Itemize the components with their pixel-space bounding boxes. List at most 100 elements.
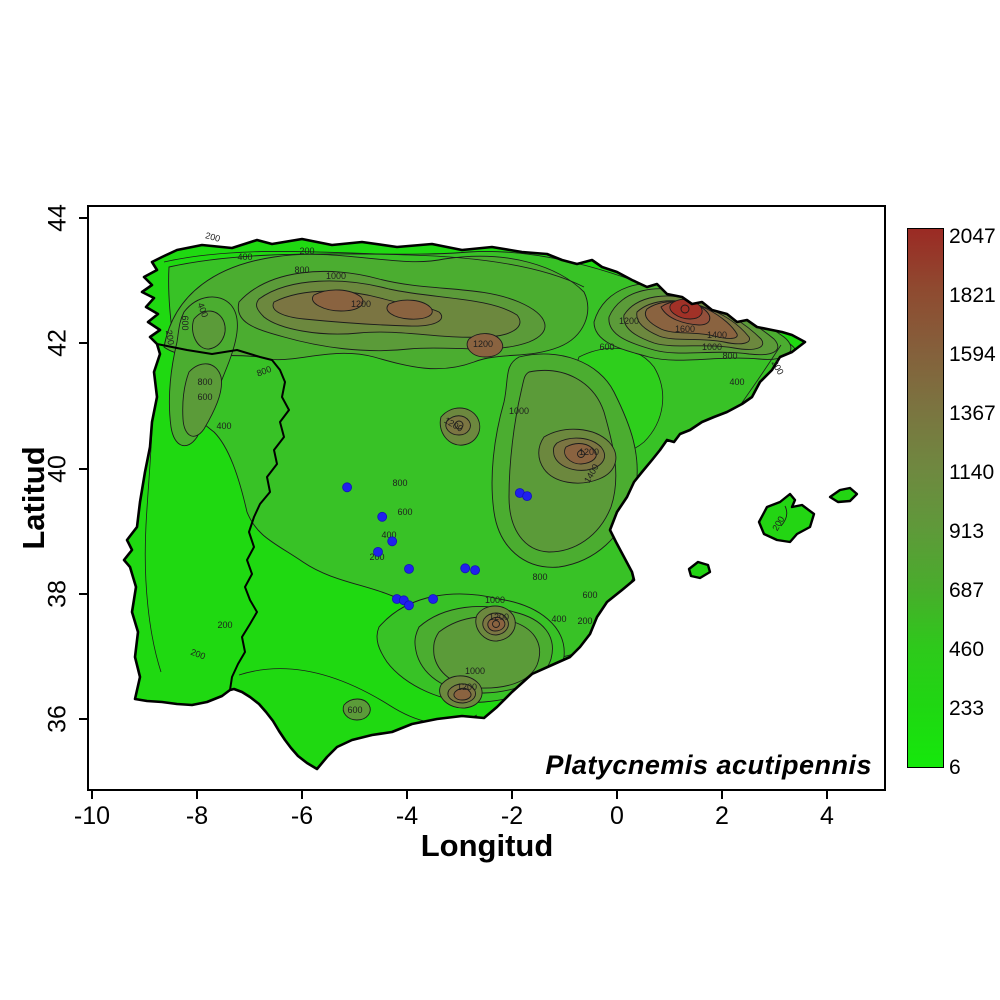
occurrence-point <box>460 563 471 574</box>
contour-elevation-label: 400 <box>729 377 744 387</box>
legend-value-label: 6 <box>949 756 961 779</box>
legend-value-label: 1594 <box>949 343 996 366</box>
y-tick-label: 38 <box>43 579 72 608</box>
contour-elevation-label: 1000 <box>465 666 485 676</box>
contour-elevation-label: 800 <box>255 364 273 379</box>
zone-600-sw-hill <box>342 698 371 721</box>
zone-1200-cantabrian-w <box>312 289 364 312</box>
peak-ring-iberian <box>454 420 464 430</box>
contour-elevation-label: 200 <box>369 552 384 562</box>
zone-1200-cantabrian-e <box>386 299 433 320</box>
legend-value-label: 913 <box>949 520 985 543</box>
contour-elevation-label: 200 <box>577 616 592 626</box>
occurrence-point <box>404 563 414 574</box>
x-tick-mark <box>511 791 513 799</box>
contour-elevation-label: 1000 <box>326 271 346 281</box>
occurrence-point <box>387 536 398 547</box>
plot-area: 200 400 200 800 1000 1200 600 400 200 800 800 600 40… <box>87 205 886 791</box>
occurrence-points-layer <box>342 482 533 611</box>
zone-1200-se1 <box>487 616 506 632</box>
occurrence-point <box>522 491 533 502</box>
peak-ring-se <box>492 620 500 628</box>
x-tick-label: -8 <box>185 802 209 830</box>
island-ibiza <box>687 560 712 580</box>
x-tick-mark <box>196 791 198 799</box>
occurrence-point <box>470 565 481 576</box>
occurrence-point <box>342 482 353 493</box>
legend-value-label: 233 <box>949 697 985 720</box>
zone-1200-se2 <box>453 687 472 701</box>
island-mallorca-contour <box>780 505 788 527</box>
contour-elevation-label: 800 <box>197 377 212 387</box>
contour-elevation-label: 600 <box>347 705 362 715</box>
contour-elevation-label: 1000 <box>485 595 505 605</box>
contour-200-north <box>163 250 585 288</box>
contour-elevation-label: 200 <box>217 620 232 630</box>
x-tick-label: 4 <box>820 802 834 830</box>
contour-elevation-label: 1200 <box>579 447 599 457</box>
contour-elevation-label: 400 <box>381 530 396 540</box>
zone-1000-iberian <box>445 415 471 436</box>
contour-elevation-label: 800 <box>722 351 737 361</box>
zone-1200-ne <box>466 333 504 358</box>
contour-elevation-label: 1200 <box>351 299 371 309</box>
x-tick-mark <box>91 791 93 799</box>
portugal-spain-border <box>156 343 290 691</box>
contour-elevation-label: 1200 <box>489 612 509 622</box>
contour-elevation-label: 400 <box>551 614 566 624</box>
y-tick-mark <box>79 718 87 720</box>
legend-value-label: 1367 <box>949 402 996 425</box>
zone-1200-central <box>564 443 597 465</box>
y-tick-label: 42 <box>43 329 72 358</box>
x-tick-mark <box>301 791 303 799</box>
x-tick-label: -4 <box>395 802 419 830</box>
x-tick-mark <box>406 791 408 799</box>
contour-elevation-label: 1200 <box>473 339 493 349</box>
contour-elevation-label: 1400 <box>707 330 727 340</box>
x-tick-label: 2 <box>715 802 729 830</box>
legend-value-label: 1821 <box>949 284 996 307</box>
occurrence-point <box>377 511 388 522</box>
zone-600-galicia <box>192 310 226 350</box>
x-tick-mark <box>826 791 828 799</box>
contour-elevation-label: 1000 <box>702 342 722 352</box>
x-axis-title: Longitud <box>420 828 554 863</box>
contour-elevation-label: 600 <box>582 590 597 600</box>
contour-elevation-label: 600 <box>180 315 190 330</box>
iberia-contour-map: 2004002008001000120060040020080080060040… <box>122 230 859 771</box>
zone-600-nw-portugal <box>182 363 222 437</box>
y-tick-mark <box>79 342 87 345</box>
contour-elevation-label: 200 <box>204 230 221 244</box>
y-tick-label: 44 <box>43 204 72 232</box>
occurrence-point <box>404 600 414 611</box>
contour-labels-layer: 2004002008001000120060040020080080060040… <box>164 230 787 715</box>
contour-elevation-label: 400 <box>237 252 252 262</box>
island-menorca <box>828 486 859 504</box>
species-annotation: Platycnemis acutipennis <box>545 750 872 780</box>
contour-elevation-label: 400 <box>216 421 231 431</box>
y-tick-mark <box>79 217 87 219</box>
contour-elevation-label: 600 <box>197 392 212 402</box>
contour-elevation-label: 1200 <box>619 316 639 326</box>
contour-elevation-label: 1000 <box>509 406 529 416</box>
x-tick-label: -6 <box>290 802 314 830</box>
occurrence-point <box>373 546 383 557</box>
contour-elevation-label: 600 <box>397 507 412 517</box>
coastline <box>122 237 807 771</box>
occurrence-point <box>428 594 439 604</box>
y-tick-mark <box>79 467 87 470</box>
contour-elevation-label: 200 <box>164 329 176 346</box>
contour-elevation-label: 1200 <box>457 682 477 692</box>
contour-elevation-label: 1600 <box>675 324 695 334</box>
contour-elevation-label: 800 <box>532 572 547 582</box>
legend-value-label: 1140 <box>949 461 995 484</box>
balearic-islands <box>687 486 859 580</box>
contour-elevation-label: 600 <box>599 342 614 352</box>
contour-elevation-label: 200 <box>299 246 314 256</box>
peak-ring-pyrenees <box>680 304 690 314</box>
contour-elevation-label: 800 <box>294 265 309 275</box>
x-tick-label: -2 <box>500 802 524 830</box>
contour-elevation-label: 800 <box>392 478 407 488</box>
contour-elevation-label: 200 <box>770 358 786 376</box>
